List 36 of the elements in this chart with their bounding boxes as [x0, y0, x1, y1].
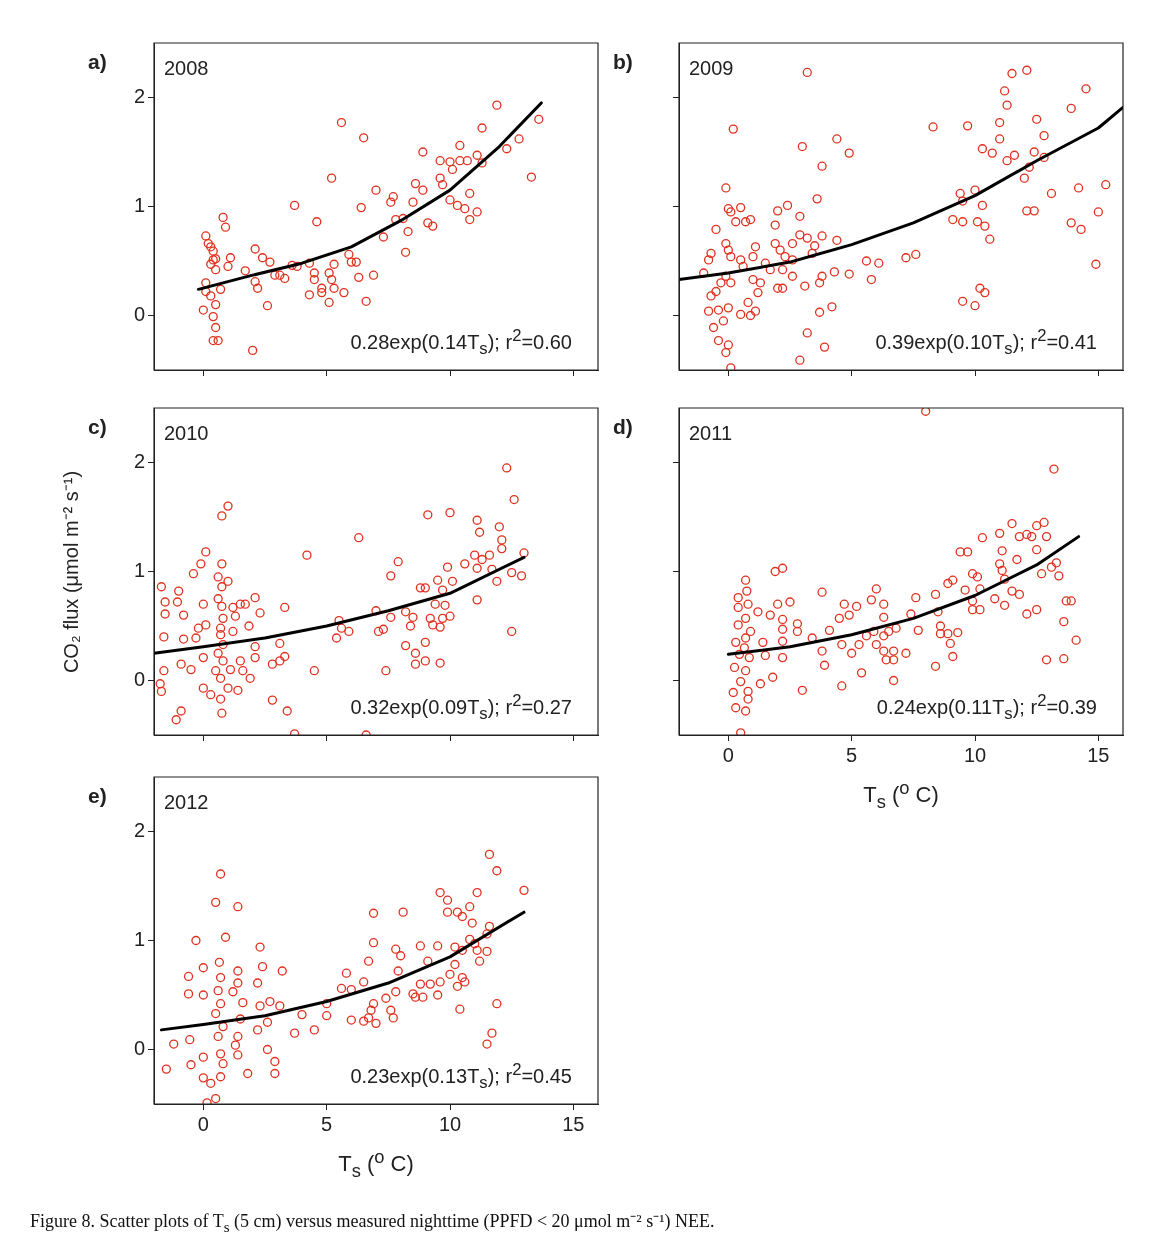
annotation: 0.24exp(0.11T$_{s}$); r$^{2}$=0.39 [876, 691, 1097, 724]
annotation: 0.32exp(0.09T$_{s}$); r$^{2}$=0.27 [350, 691, 572, 724]
y-tick-label: 0 [133, 668, 145, 691]
chart-title: d) [613, 415, 633, 439]
x-tick-label: 10 [438, 1112, 462, 1135]
annotation: 0.28exp(0.14T$_{s}$); r$^{2}$=0.60 [350, 326, 572, 359]
x-axis-title: T$_{s}$ ($^{o}$ C) [338, 1146, 414, 1182]
y-tick-label: 2 [133, 819, 145, 842]
annotation: 0.39exp(0.10T$_{s}$); r$^{2}$=0.41 [875, 326, 1097, 359]
y-tick-label: 0 [133, 303, 145, 326]
annotation: 2009 [689, 57, 734, 80]
y-tick-label: 1 [133, 928, 145, 951]
x-axis-title: T$_{s}$ ($^{o}$ C) [863, 777, 939, 813]
annotation: 2011 [689, 422, 733, 445]
y-tick-label: 2 [133, 450, 145, 473]
chart-title: a) [88, 50, 107, 74]
x-tick-label: 10 [963, 743, 987, 766]
annotation: 0.23exp(0.13T$_{s}$); r$^{2}$=0.45 [350, 1060, 572, 1093]
chart-title: c) [88, 415, 107, 439]
chart-title: b) [613, 50, 633, 74]
annotation: 2010 [164, 422, 209, 445]
x-tick-label: 5 [846, 743, 858, 766]
y-tick-label: 1 [133, 559, 145, 582]
x-tick-label: 5 [321, 1112, 333, 1135]
x-tick-label: 0 [197, 1112, 209, 1135]
caption: Figure 8. Scatter plots of T$_{s}$ (5 cm) versus measured nighttime (PPFD < 20 μmol m⁻² s⁻¹) NEE. [30, 1210, 715, 1236]
y-tick-label: 2 [133, 85, 145, 108]
x-tick-label: 15 [562, 1112, 585, 1135]
annotation: 2008 [164, 57, 209, 80]
x-tick-label: 0 [722, 743, 734, 766]
chart-title: e) [88, 784, 107, 808]
x-tick-label: 15 [1087, 743, 1110, 766]
y-tick-label: 1 [133, 194, 145, 217]
y-tick-label: 0 [133, 1037, 145, 1060]
annotation: 2012 [164, 791, 209, 814]
y-axis-title: CO₂ flux (μmol m⁻² s⁻¹) [58, 470, 83, 673]
